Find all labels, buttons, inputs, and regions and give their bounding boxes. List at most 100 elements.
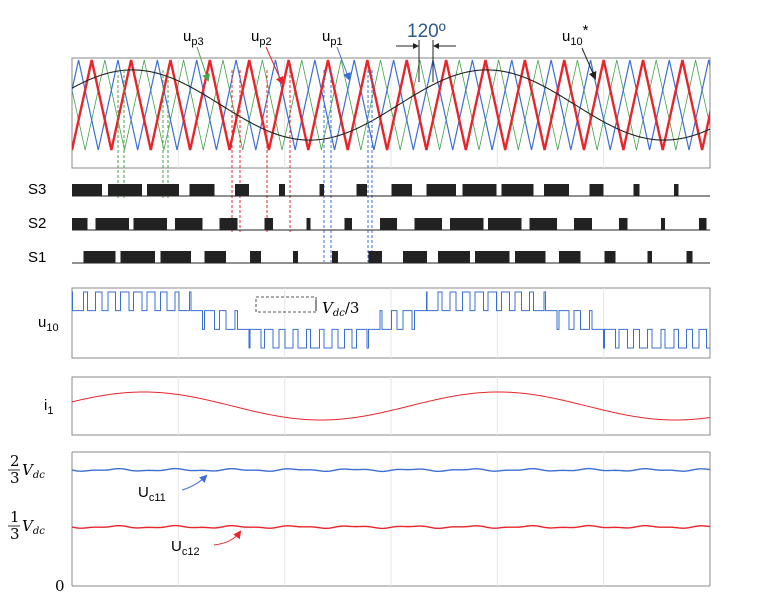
u10-step-annotation: Vdc/3 [255, 296, 359, 319]
s2-label: S2 [28, 215, 46, 232]
uc11-label: Uc11 [138, 484, 166, 504]
switch-pulse [356, 184, 367, 196]
switch-pulse [462, 184, 497, 196]
switch-pulse [699, 218, 707, 230]
switch-pulse [414, 218, 442, 230]
svg-text:Vdc: Vdc [22, 461, 45, 481]
switch-pulse [279, 184, 285, 196]
switch-s1-pulses [72, 251, 710, 264]
switch-pulse [391, 184, 412, 196]
cap-panel [71, 451, 711, 587]
label-u10-star: u10* [562, 22, 589, 48]
i1-current-wave [71, 391, 711, 421]
u10-label: u10 [38, 314, 59, 334]
switch-pulse [633, 184, 640, 196]
switch-pulse [426, 184, 456, 196]
uc11-arrow [181, 474, 208, 491]
switch-pulse [235, 184, 249, 196]
arrow-up1 [336, 46, 351, 81]
svg-text:Uc11: Uc11 [138, 484, 166, 504]
switch-pulse [108, 184, 142, 196]
i1-label: i1 [44, 397, 53, 417]
switch-pulse [501, 184, 534, 196]
svg-text:u10*: u10* [562, 22, 589, 48]
switch-pulse [380, 218, 397, 230]
switch-pulse [619, 218, 628, 230]
switch-pulse [160, 251, 191, 263]
switch-pulse [515, 251, 546, 263]
svg-text:Uc12: Uc12 [171, 538, 200, 558]
switch-pulse [686, 251, 693, 263]
uc12-arrow [213, 530, 242, 546]
uc12-voltage-wave [71, 524, 711, 530]
u10-step-label: Vdc/3 [322, 299, 359, 319]
svg-text:up1: up1 [322, 28, 343, 48]
i1-panel [71, 376, 711, 436]
switch-pulse [475, 251, 510, 263]
cap-ytick-zero: 0 [55, 577, 65, 595]
switch-pulse [219, 218, 238, 230]
svg-text:3: 3 [10, 525, 20, 543]
switch-pulse [368, 251, 382, 263]
switch-pulse [306, 218, 311, 230]
carrier-panel [71, 57, 711, 262]
switch-pulse [83, 251, 116, 263]
switch-pulse [529, 218, 557, 230]
u10-staircase-wave [72, 291, 710, 349]
carrier-up3-wave [72, 59, 710, 151]
svg-text:2: 2 [10, 452, 20, 470]
sampling-dashed-lines [117, 70, 373, 262]
label-up3: up3 [183, 28, 204, 48]
switch-pulse [332, 251, 338, 263]
switch-pulse [175, 218, 203, 230]
u10-step-box [255, 296, 317, 313]
s1-label: S1 [28, 249, 46, 266]
s3-label: S3 [28, 181, 46, 198]
switch-pulse [120, 251, 155, 263]
svg-text:Vdc: Vdc [22, 517, 45, 537]
switch-pulse [488, 218, 522, 230]
cap-ytick-two-thirds: 2 3 Vdc [8, 452, 45, 487]
switch-pulse [450, 218, 484, 230]
switch-pulse [264, 218, 273, 230]
carrier-up3-path [72, 59, 710, 151]
switch-pulse [319, 184, 324, 196]
i1-grid [177, 377, 605, 435]
switch-pulse [647, 251, 652, 263]
carrier-up2-wave [72, 59, 710, 151]
phase-shift-label: 120º [407, 21, 446, 42]
reference-u10-wave [71, 69, 711, 141]
switch-pulse [250, 251, 261, 263]
uc11-voltage-wave [71, 467, 711, 473]
switch-pulse [661, 218, 665, 230]
svg-text:up3: up3 [183, 28, 204, 48]
switch-s3-pulses [72, 184, 710, 197]
svg-text:1: 1 [10, 508, 20, 526]
label-up2: up2 [251, 28, 272, 48]
switch-pulse [604, 251, 616, 263]
svg-text:u10: u10 [38, 314, 59, 334]
cap-ytick-one-third: 1 3 Vdc [8, 508, 45, 543]
switch-pulse [438, 251, 470, 263]
u10-panel [71, 287, 711, 359]
cap-grid [177, 452, 605, 586]
switch-pulse [72, 218, 88, 230]
switch-pulse [133, 218, 167, 230]
switch-pulse [589, 184, 604, 196]
switch-pulse [674, 184, 679, 196]
switch-pulse [574, 218, 592, 230]
phase-shift-annotation: 120º [396, 21, 456, 82]
switch-pulse [204, 251, 226, 263]
svg-text:i1: i1 [44, 397, 53, 417]
switch-pulse [147, 184, 179, 196]
switch-pulse [403, 251, 427, 263]
switch-pulse [95, 218, 129, 230]
label-up1: up1 [322, 28, 343, 48]
carrier-up2-path [72, 59, 710, 151]
switch-pulse [544, 184, 569, 196]
switch-pulse [293, 251, 298, 263]
svg-text:3: 3 [10, 469, 20, 487]
uc12-label: Uc12 [171, 538, 200, 558]
arrow-up2 [265, 46, 284, 85]
